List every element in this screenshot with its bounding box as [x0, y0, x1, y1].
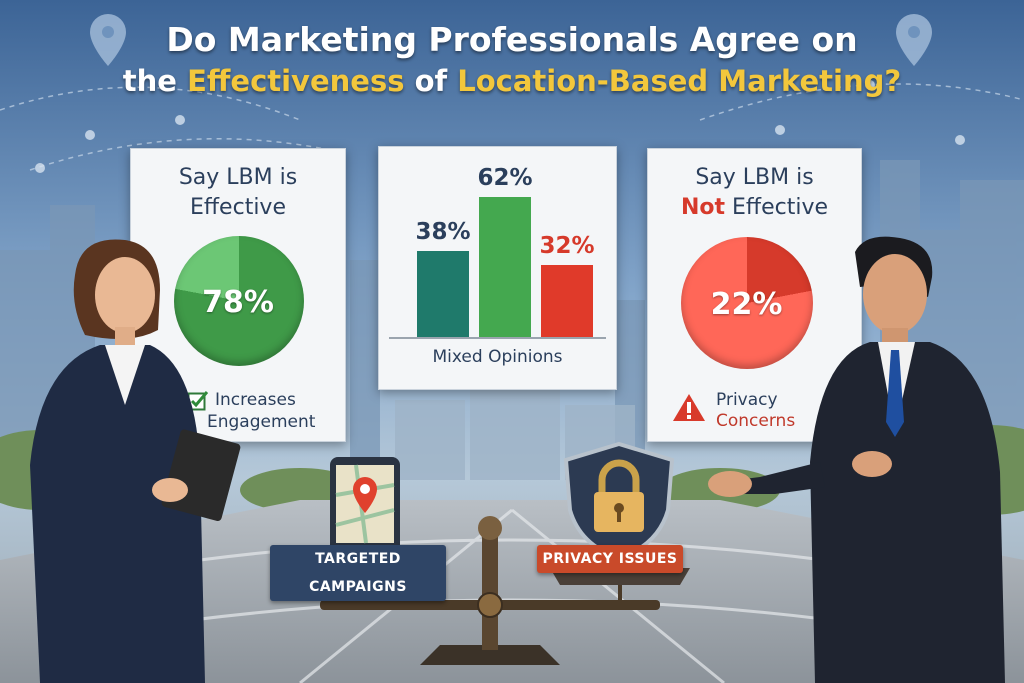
targeted-campaigns-sign: TARGETED CAMPAIGNS: [270, 545, 446, 601]
headline-line-2: the Effectiveness of Location-Based Mark…: [0, 64, 1024, 98]
bar-value-label-1: 38%: [415, 219, 471, 245]
privacy-note-line1: Privacy: [716, 390, 778, 410]
effective-pie: [174, 236, 304, 366]
chart-baseline: [389, 337, 606, 339]
map-pin-phone-icon: [330, 457, 400, 553]
effective-note-line1: Increases: [215, 390, 296, 410]
not-effective-percent: 22%: [710, 287, 783, 322]
effective-note-line2: Engagement: [207, 412, 316, 432]
bar-1: [417, 251, 469, 337]
not-emphasis: Not: [680, 195, 726, 220]
bar-3: [541, 265, 593, 337]
mixed-opinions-card: 38% 62% 32% Mixed Opinions: [378, 146, 617, 390]
not-effective-pie: [681, 237, 813, 369]
checkbox-check-icon: [187, 391, 209, 411]
mixed-opinions-label: Mixed Opinions: [432, 347, 563, 367]
effective-card-title-line2: Effective: [190, 195, 286, 220]
padlock-shield-icon: [563, 441, 675, 560]
bar-2: [479, 197, 531, 337]
not-effective-card-title-line2: Not Effective: [648, 193, 861, 223]
warning-icon: [673, 394, 705, 421]
headline-prefix: the: [122, 64, 177, 98]
headline-mid: of: [414, 64, 448, 98]
privacy-note-line2: Concerns: [716, 411, 796, 431]
businesswoman-figure: [30, 239, 241, 683]
headline-line-1: Do Marketing Professionals Agree on: [166, 20, 858, 59]
effective-card-title-line1: Say LBM is: [178, 165, 298, 190]
not-effective-word: Effective: [732, 195, 829, 220]
headline-highlight-effectiveness: Effectiveness: [187, 64, 405, 98]
effective-percent: 78%: [202, 285, 274, 320]
businessman-figure: [708, 236, 1005, 683]
headline-highlight-lbm: Location-Based Marketing?: [457, 64, 902, 98]
bar-value-label-2: 62%: [477, 165, 533, 191]
bar-value-label-3: 32%: [539, 233, 595, 259]
bar-chart-area: 38% 62% 32%: [409, 165, 599, 337]
not-effective-card-title-line1: Say LBM is: [695, 165, 814, 190]
privacy-issues-sign: PRIVACY ISSUES: [537, 545, 683, 573]
